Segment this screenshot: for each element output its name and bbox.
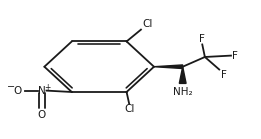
Polygon shape (179, 67, 186, 83)
Text: F: F (232, 51, 238, 61)
Text: Cl: Cl (142, 19, 153, 29)
Text: Cl: Cl (124, 104, 134, 114)
Text: NH₂: NH₂ (173, 87, 193, 97)
Polygon shape (154, 65, 183, 69)
Text: F: F (221, 70, 227, 80)
Text: N: N (38, 86, 46, 96)
Text: O: O (38, 110, 46, 120)
Text: −: − (7, 82, 15, 92)
Text: +: + (44, 83, 51, 92)
Text: O: O (13, 86, 22, 96)
Text: F: F (199, 34, 205, 44)
